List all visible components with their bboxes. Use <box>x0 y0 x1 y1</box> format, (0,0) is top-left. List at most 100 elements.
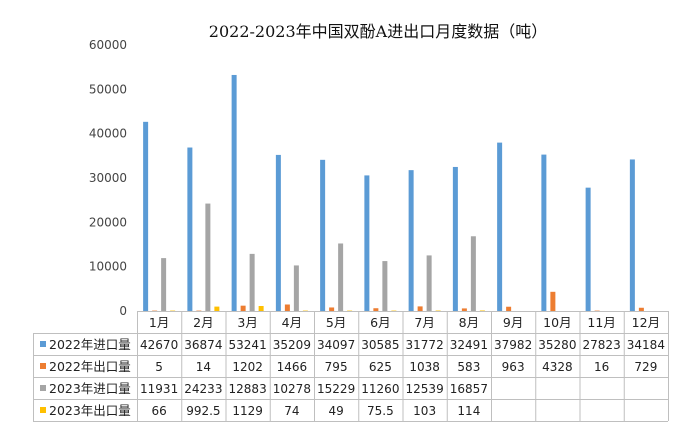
x-tick-label: 6月 <box>370 315 390 330</box>
bar-1-4月 <box>276 155 281 311</box>
data-cell: 14 <box>196 360 211 374</box>
bar-4-8月 <box>480 310 485 311</box>
data-cell: 16857 <box>450 382 488 396</box>
data-cell: 103 <box>413 404 436 418</box>
bar-3-4月 <box>294 265 299 311</box>
bar-1-7月 <box>409 170 414 311</box>
bar-3-7月 <box>427 255 432 311</box>
data-cell: 15229 <box>317 382 355 396</box>
x-tick-label: 10月 <box>543 315 571 330</box>
data-cell: 1129 <box>232 404 263 418</box>
bar-3-3月 <box>250 254 255 311</box>
bar-2-10月 <box>550 292 555 311</box>
data-cell: 74 <box>284 404 299 418</box>
bar-1-8月 <box>453 167 458 311</box>
data-cell: 53241 <box>229 338 267 352</box>
data-cell: 583 <box>457 360 480 374</box>
series-name: 2023年进口量 <box>49 381 131 396</box>
data-cell: 34097 <box>317 338 355 352</box>
bar-3-2月 <box>205 204 210 311</box>
legend-swatch <box>40 341 46 347</box>
y-tick-label: 10000 <box>89 260 127 274</box>
data-cell: 31772 <box>406 338 444 352</box>
series-name: 2022年出口量 <box>49 359 131 374</box>
data-cell: 35280 <box>538 338 576 352</box>
data-cell: 49 <box>328 404 343 418</box>
data-cell: 729 <box>634 360 657 374</box>
bar-3-8月 <box>471 236 476 311</box>
legend-swatch <box>40 385 46 391</box>
bars <box>143 75 644 311</box>
data-cell: 37982 <box>494 338 532 352</box>
y-axis: 0 10000 20000 30000 40000 50000 60000 <box>89 38 127 318</box>
bar-2-3月 <box>241 306 246 311</box>
data-cell: 16 <box>594 360 609 374</box>
x-tick-label: 5月 <box>326 315 346 330</box>
data-cell: 75.5 <box>367 404 394 418</box>
x-tick-label: 4月 <box>282 315 302 330</box>
data-cell: 795 <box>325 360 348 374</box>
data-cell: 34184 <box>627 338 665 352</box>
data-cell: 963 <box>502 360 525 374</box>
data-cell: 30585 <box>361 338 399 352</box>
data-cell: 114 <box>457 404 480 418</box>
data-cell: 992.5 <box>186 404 220 418</box>
data-cell: 42670 <box>140 338 178 352</box>
data-cell: 32491 <box>450 338 488 352</box>
data-cell: 27823 <box>583 338 621 352</box>
data-cell: 1466 <box>277 360 308 374</box>
y-tick-label: 30000 <box>89 171 127 185</box>
data-table: 1月 2月 3月 4月 5月 6月 7月 8月 9月 10月 11月 12月 2022年进口量 42670… <box>33 311 669 422</box>
y-tick-label: 0 <box>119 304 127 318</box>
data-cell: 1202 <box>232 360 263 374</box>
data-cell: 4328 <box>542 360 573 374</box>
data-cell: 1038 <box>409 360 440 374</box>
data-cell: 24233 <box>184 382 222 396</box>
data-cell: 66 <box>151 404 166 418</box>
bar-2-4月 <box>285 305 290 311</box>
bar-4-3月 <box>259 306 264 311</box>
bar-3-1月 <box>161 258 166 311</box>
bar-1-12月 <box>630 159 635 311</box>
bar-3-6月 <box>382 261 387 311</box>
bar-3-5月 <box>338 243 343 311</box>
legend-swatch <box>40 407 46 413</box>
y-tick-label: 20000 <box>89 215 127 229</box>
data-cell: 36874 <box>184 338 222 352</box>
x-tick-label: 2月 <box>193 315 213 330</box>
bar-2-6月 <box>373 308 378 311</box>
bar-2-9月 <box>506 307 511 311</box>
bar-1-3月 <box>232 75 237 311</box>
bar-2-12月 <box>639 308 644 311</box>
data-cell: 35209 <box>273 338 311 352</box>
x-tick-label: 7月 <box>414 315 434 330</box>
bar-2-8月 <box>462 308 467 311</box>
bar-4-2月 <box>214 307 219 311</box>
bar-1-9月 <box>497 143 502 311</box>
data-cell: 11931 <box>140 382 178 396</box>
x-tick-label: 1月 <box>149 315 169 330</box>
x-tick-label: 3月 <box>237 315 257 330</box>
bar-1-11月 <box>586 188 591 311</box>
y-tick-label: 50000 <box>89 82 127 96</box>
bar-1-2月 <box>187 148 192 311</box>
bar-2-7月 <box>418 306 423 311</box>
data-cell: 625 <box>369 360 392 374</box>
series-name: 2022年进口量 <box>49 337 131 352</box>
data-cell: 12539 <box>406 382 444 396</box>
x-tick-label: 11月 <box>587 315 615 330</box>
x-tick-label: 9月 <box>503 315 523 330</box>
x-tick-label: 8月 <box>459 315 479 330</box>
series-name: 2023年出口量 <box>49 403 131 418</box>
x-tick-label: 12月 <box>632 315 660 330</box>
bar-1-1月 <box>143 122 148 311</box>
bar-1-5月 <box>320 160 325 311</box>
y-tick-label: 40000 <box>89 127 127 141</box>
bar-1-6月 <box>364 175 369 311</box>
bar-1-10月 <box>541 155 546 311</box>
data-cell: 12883 <box>229 382 267 396</box>
legend-swatch <box>40 363 46 369</box>
y-tick-label: 60000 <box>89 38 127 52</box>
data-cell: 11260 <box>361 382 399 396</box>
